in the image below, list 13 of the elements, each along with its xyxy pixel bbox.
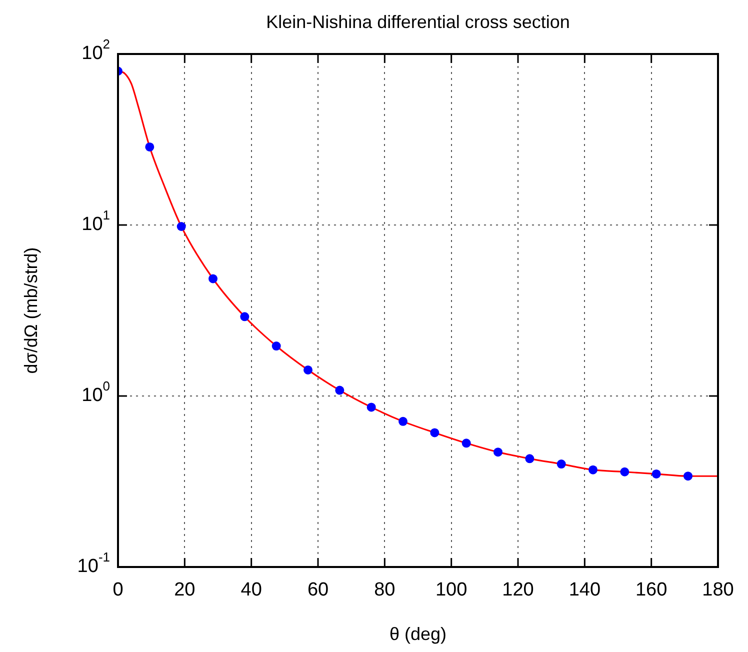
x-tick-label: 180 [702, 580, 734, 601]
x-tick-label: 80 [374, 580, 396, 601]
x-tick-label: 0 [112, 580, 124, 601]
x-tick-label: 140 [568, 580, 601, 601]
y-axis-title: dσ/dΩ (mb/strd) [21, 247, 41, 374]
x-tick-label: 160 [635, 580, 668, 601]
chart-title: Klein-Nishina differential cross section [266, 12, 570, 32]
x-tick-label: 120 [502, 580, 534, 601]
x-tick-label: 20 [174, 580, 196, 601]
x-axis-title: θ (deg) [389, 624, 447, 644]
x-tick-label: 60 [307, 580, 329, 601]
x-tick-label: 40 [240, 580, 262, 601]
x-tick-label: 100 [435, 580, 468, 601]
